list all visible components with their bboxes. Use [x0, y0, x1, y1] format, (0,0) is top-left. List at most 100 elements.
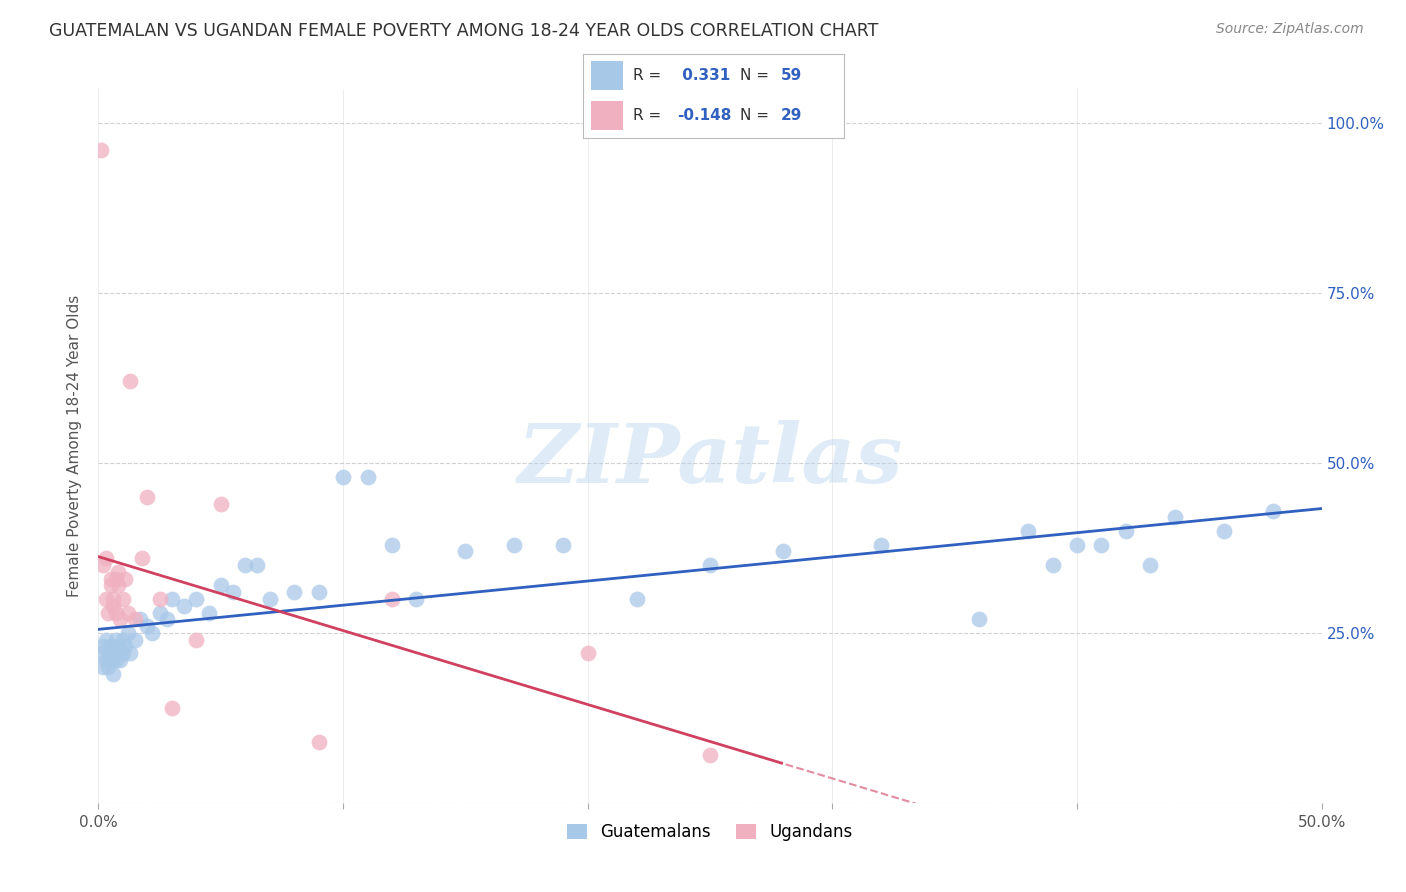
Point: [111, 591, 134, 606]
Point: [1066, 537, 1088, 551]
Text: R =: R =: [633, 68, 666, 83]
Text: N =: N =: [740, 68, 773, 83]
Bar: [592, 101, 623, 130]
Point: [124, 632, 146, 647]
Point: [553, 537, 575, 551]
Point: [308, 585, 330, 599]
Point: [104, 572, 127, 586]
Point: [356, 469, 378, 483]
Point: [107, 640, 129, 654]
Point: [149, 591, 172, 606]
Point: [283, 585, 305, 599]
Point: [94, 632, 117, 647]
Point: [222, 585, 245, 599]
Point: [100, 653, 122, 667]
Point: [101, 599, 124, 613]
Point: [576, 646, 599, 660]
Point: [90, 144, 112, 158]
Point: [107, 578, 129, 592]
Point: [160, 700, 183, 714]
Point: [209, 578, 232, 592]
Point: [124, 612, 146, 626]
Point: [186, 632, 208, 647]
Point: [1090, 537, 1112, 551]
Point: [967, 612, 990, 626]
Point: [110, 653, 132, 667]
Point: [149, 606, 172, 620]
Point: [405, 591, 427, 606]
Text: 59: 59: [782, 68, 803, 83]
Point: [772, 544, 794, 558]
Point: [381, 537, 404, 551]
Text: -0.148: -0.148: [678, 108, 731, 123]
Point: [454, 544, 477, 558]
Point: [94, 653, 117, 667]
Point: [107, 646, 129, 660]
Point: [381, 591, 404, 606]
Point: [110, 612, 132, 626]
Point: [90, 646, 112, 660]
Point: [97, 606, 120, 620]
Bar: [592, 62, 623, 90]
Text: 29: 29: [782, 108, 803, 123]
Point: [626, 591, 648, 606]
Point: [699, 558, 721, 572]
Point: [1115, 524, 1137, 538]
Point: [332, 469, 354, 483]
Point: [259, 591, 281, 606]
Point: [91, 640, 114, 654]
Text: GUATEMALAN VS UGANDAN FEMALE POVERTY AMONG 18-24 YEAR OLDS CORRELATION CHART: GUATEMALAN VS UGANDAN FEMALE POVERTY AMO…: [49, 22, 879, 40]
Point: [1212, 524, 1234, 538]
Y-axis label: Female Poverty Among 18-24 Year Olds: Female Poverty Among 18-24 Year Olds: [67, 295, 83, 597]
Text: Source: ZipAtlas.com: Source: ZipAtlas.com: [1216, 22, 1364, 37]
Point: [91, 558, 114, 572]
Point: [308, 734, 330, 748]
Point: [94, 551, 117, 566]
Point: [107, 565, 129, 579]
Point: [699, 748, 721, 763]
Point: [120, 646, 142, 660]
Text: 0.331: 0.331: [678, 68, 730, 83]
Point: [1261, 503, 1284, 517]
Point: [100, 640, 122, 654]
Point: [1139, 558, 1161, 572]
Point: [94, 591, 117, 606]
Point: [136, 490, 159, 504]
Point: [173, 599, 195, 613]
Text: R =: R =: [633, 108, 666, 123]
Point: [209, 497, 232, 511]
Point: [186, 591, 208, 606]
Point: [117, 606, 139, 620]
Point: [197, 606, 219, 620]
Point: [117, 626, 139, 640]
Point: [114, 640, 136, 654]
Point: [156, 612, 179, 626]
Point: [136, 619, 159, 633]
Legend: Guatemalans, Ugandans: Guatemalans, Ugandans: [561, 817, 859, 848]
Point: [1042, 558, 1064, 572]
Point: [104, 606, 127, 620]
Point: [111, 646, 134, 660]
Point: [111, 632, 134, 647]
Point: [101, 591, 124, 606]
Point: [104, 653, 127, 667]
Point: [114, 572, 136, 586]
Point: [129, 612, 152, 626]
Point: [100, 572, 122, 586]
Point: [160, 591, 183, 606]
Point: [101, 646, 124, 660]
Point: [141, 626, 163, 640]
Point: [1164, 510, 1187, 524]
Point: [503, 537, 526, 551]
Point: [131, 551, 153, 566]
Point: [870, 537, 893, 551]
Point: [97, 660, 120, 674]
Point: [233, 558, 256, 572]
Text: ZIPatlas: ZIPatlas: [517, 420, 903, 500]
Point: [91, 660, 114, 674]
Point: [104, 632, 127, 647]
Point: [100, 578, 122, 592]
Point: [120, 375, 142, 389]
Point: [97, 646, 120, 660]
Text: N =: N =: [740, 108, 773, 123]
